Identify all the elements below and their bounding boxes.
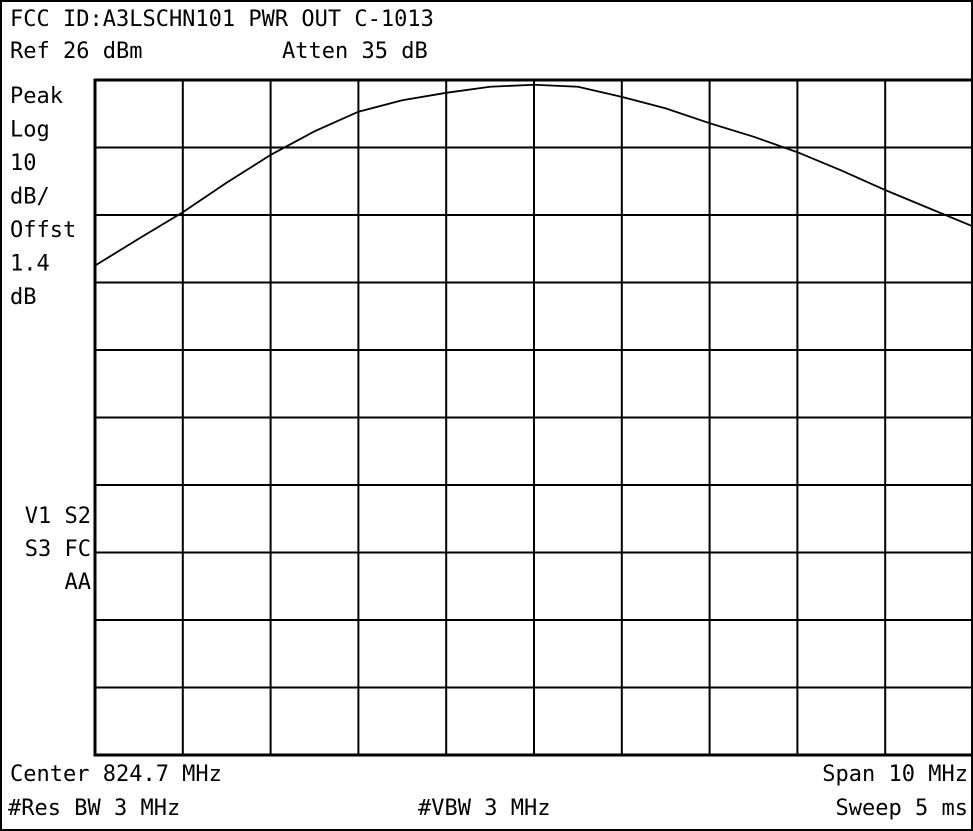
plot-frame [93,78,973,757]
res-bw: #Res BW 3 MHz [8,796,180,821]
trace [94,83,973,267]
side-label: Log [10,118,50,143]
status-label: S3 FC [25,537,91,562]
reference-level: Ref 26 dBm [10,39,142,64]
side-label: 10 [10,151,37,176]
status-label: V1 S2 [25,504,91,529]
span: Span 10 MHz [822,762,968,787]
vbw: #VBW 3 MHz [418,796,550,821]
attenuation: Atten 35 dB [282,39,428,64]
side-label: dB [10,285,37,310]
side-label: Offst [10,218,76,243]
side-label: dB/ [10,185,50,210]
chart-title: FCC ID:A3LSCHN101 PWR OUT C-1013 [10,7,434,32]
side-label: 1.4 [10,252,50,277]
side-label: Peak [10,84,63,109]
sweep: Sweep 5 ms [836,796,968,821]
center-frequency: Center 824.7 MHz [10,762,222,787]
status-label: AA [65,570,92,595]
